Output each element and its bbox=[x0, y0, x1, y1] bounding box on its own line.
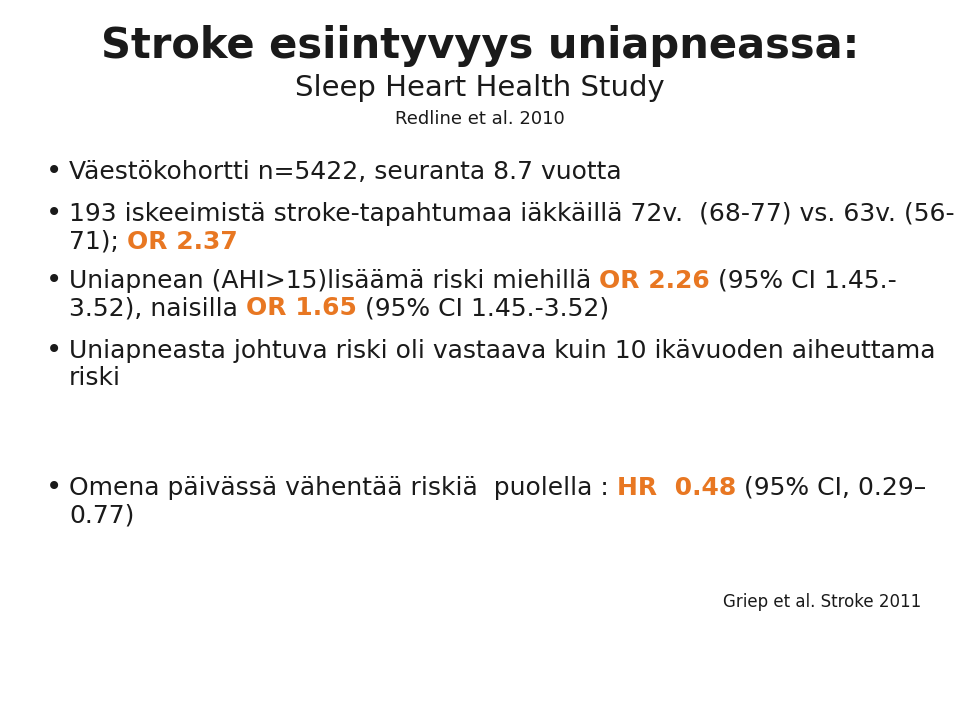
Text: OR 1.65: OR 1.65 bbox=[246, 296, 357, 320]
Text: Uniapneasta johtuva riski oli vastaava kuin 10 ikävuoden aiheuttama: Uniapneasta johtuva riski oli vastaava k… bbox=[69, 339, 936, 363]
Text: OR 2.26: OR 2.26 bbox=[599, 269, 710, 293]
Text: (95% CI 1.45.-3.52): (95% CI 1.45.-3.52) bbox=[357, 296, 609, 320]
Text: Väestökohortti n=5422, seuranta 8.7 vuotta: Väestökohortti n=5422, seuranta 8.7 vuot… bbox=[69, 160, 622, 184]
Text: 0.77): 0.77) bbox=[69, 503, 134, 527]
Text: Redline et al. 2010: Redline et al. 2010 bbox=[396, 110, 564, 128]
Text: HR  0.48: HR 0.48 bbox=[617, 476, 736, 500]
Text: Stroke esiintyvyys uniapneassa:: Stroke esiintyvyys uniapneassa: bbox=[101, 25, 859, 67]
Text: 193 iskeeimistä stroke-tapahtumaa iäkkäillä 72v.  (68-77) vs. 63v. (56-: 193 iskeeimistä stroke-tapahtumaa iäkkäi… bbox=[69, 202, 955, 226]
Text: •: • bbox=[46, 473, 62, 501]
Text: Sleep Heart Health Study: Sleep Heart Health Study bbox=[295, 74, 665, 102]
Text: OR 2.37: OR 2.37 bbox=[127, 230, 238, 253]
Text: •: • bbox=[46, 199, 62, 227]
Text: (95% CI 1.45.-: (95% CI 1.45.- bbox=[710, 269, 897, 293]
Text: 71);: 71); bbox=[69, 230, 127, 253]
Text: •: • bbox=[46, 157, 62, 185]
Text: 3.52), naisilla: 3.52), naisilla bbox=[69, 296, 246, 320]
Text: Griep et al. Stroke 2011: Griep et al. Stroke 2011 bbox=[723, 593, 922, 611]
Text: riski: riski bbox=[69, 366, 121, 390]
Text: (95% CI, 0.29–: (95% CI, 0.29– bbox=[736, 476, 926, 500]
Text: Uniapnean (AHI>15)lisäämä riski miehillä: Uniapnean (AHI>15)lisäämä riski miehillä bbox=[69, 269, 599, 293]
Text: •: • bbox=[46, 266, 62, 294]
Text: •: • bbox=[46, 336, 62, 364]
Text: Omena päivässä vähentää riskiä  puolella :: Omena päivässä vähentää riskiä puolella … bbox=[69, 476, 617, 500]
